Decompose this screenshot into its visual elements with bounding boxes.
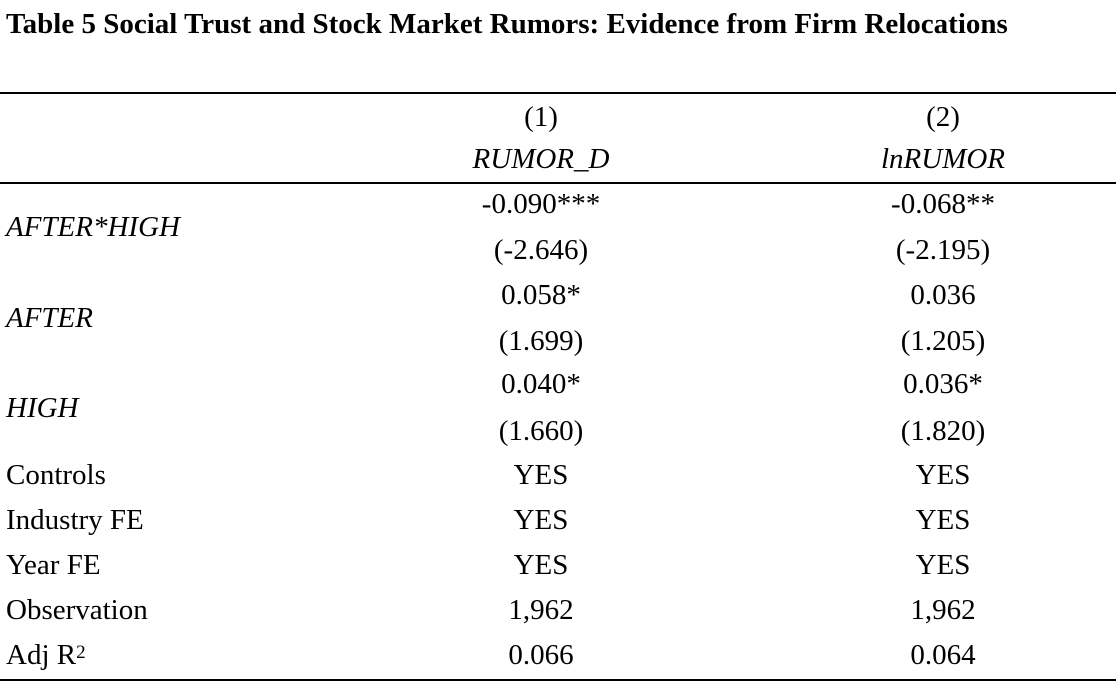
- bottom-rule: [0, 679, 1116, 681]
- tstat-after-high-2: (-2.195): [895, 234, 991, 266]
- top-rule: [0, 92, 1116, 94]
- tstat-high-2: (1.820): [900, 415, 986, 447]
- observation-2: 1,962: [910, 594, 976, 626]
- row-label-after-high: AFTER*HIGH: [6, 211, 180, 243]
- tstat-after-1: (1.699): [498, 325, 584, 357]
- adj-r2-1: 0.066: [508, 639, 574, 671]
- row-label-observation: Observation: [6, 594, 148, 626]
- coef-high-2: 0.036*: [903, 368, 983, 400]
- coef-after-high-1: -0.090***: [481, 188, 601, 220]
- column-name-2: lnRUMOR: [880, 143, 1006, 175]
- row-label-year-fe: Year FE: [6, 549, 101, 581]
- industry-fe-2: YES: [915, 504, 971, 536]
- row-label-industry-fe: Industry FE: [6, 504, 144, 536]
- year-fe-2: YES: [915, 549, 971, 581]
- adj-r2-2: 0.064: [910, 639, 976, 671]
- controls-1: YES: [513, 459, 569, 491]
- controls-2: YES: [915, 459, 971, 491]
- table-title: Table 5 Social Trust and Stock Market Ru…: [6, 8, 1008, 40]
- tstat-after-high-1: (-2.646): [493, 234, 589, 266]
- coef-after-2: 0.036: [910, 279, 976, 311]
- column-name-1: RUMOR_D: [472, 143, 610, 175]
- adj-r2-superscript: 2: [76, 642, 86, 663]
- header-rule: [0, 182, 1116, 184]
- coef-high-1: 0.040*: [501, 368, 581, 400]
- industry-fe-1: YES: [513, 504, 569, 536]
- row-label-controls: Controls: [6, 459, 106, 491]
- row-label-high: HIGH: [6, 392, 79, 424]
- tstat-after-2: (1.205): [900, 325, 986, 357]
- column-number-2: (2): [926, 101, 960, 133]
- coef-after-high-2: -0.068**: [891, 188, 995, 220]
- tstat-high-1: (1.660): [498, 415, 584, 447]
- observation-1: 1,962: [508, 594, 574, 626]
- column-number-1: (1): [524, 101, 558, 133]
- year-fe-1: YES: [513, 549, 569, 581]
- row-label-adj-r2: Adj R2: [6, 637, 86, 673]
- row-label-after: AFTER: [6, 302, 93, 334]
- coef-after-1: 0.058*: [501, 279, 581, 311]
- adj-r-text: Adj R: [6, 639, 77, 671]
